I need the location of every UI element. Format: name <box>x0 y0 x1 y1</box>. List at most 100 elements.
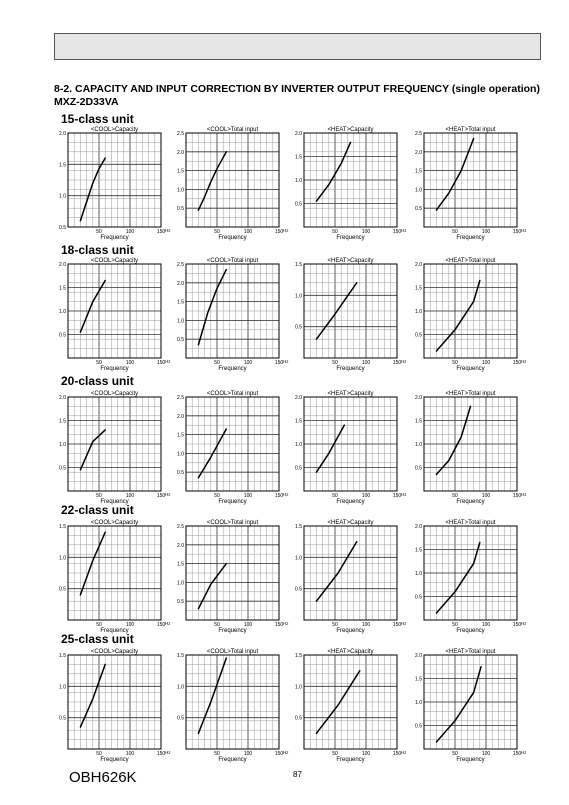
model-name: MXZ-2D33VA <box>54 96 119 108</box>
y-tick-label: 0.5 <box>59 716 66 722</box>
y-tick-label: 1.5 <box>295 653 302 659</box>
y-tick-label: 1.0 <box>177 451 184 457</box>
series-curve <box>197 268 228 346</box>
plot-frame <box>185 263 280 359</box>
series-curve <box>197 428 228 479</box>
x-tick-label: 100 <box>482 360 491 366</box>
y-tick-label: 1.0 <box>59 555 66 561</box>
chart-7: 0.5 1.0 1.5 50 100 150 Hz Frequency <HEAT>Capaci… <box>295 258 407 372</box>
x-tick-label: 150 <box>275 751 284 757</box>
grid <box>68 654 161 749</box>
grid <box>304 132 397 227</box>
chart-title: <COOL>Total input <box>207 520 259 526</box>
plot-frame <box>303 654 398 750</box>
series-curve <box>315 424 346 473</box>
plot-frame <box>67 263 162 359</box>
y-tick-label: 1.0 <box>415 442 422 448</box>
x-axis-label: Frequency <box>336 628 364 634</box>
x-tick-label: 150 <box>157 360 166 366</box>
chart-10: 0.5 1.0 1.5 2.0 2.5 50 100 150 Hz Frequency <COOL>… <box>177 391 289 505</box>
grid <box>304 263 397 358</box>
page-number: 87 <box>293 770 302 779</box>
x-tick-label: 50 <box>96 493 102 499</box>
x-axis-label: Frequency <box>456 628 484 634</box>
x-unit-label: Hz <box>165 492 171 497</box>
grid <box>186 525 279 620</box>
x-tick-label: 50 <box>332 622 338 628</box>
x-tick-label: 50 <box>452 493 458 499</box>
unit-title-15: 15-class unit <box>61 112 134 126</box>
plot-frame <box>185 525 280 621</box>
y-tick-label: 0.5 <box>415 595 422 601</box>
x-axis-label: Frequency <box>456 757 484 763</box>
y-tick-label: 1.5 <box>295 419 302 425</box>
x-unit-label: Hz <box>521 359 527 364</box>
x-tick-label: 50 <box>96 751 102 757</box>
grid <box>186 654 279 749</box>
x-axis-label: Frequency <box>456 499 484 505</box>
grid <box>186 132 279 227</box>
plot-frame <box>423 132 518 228</box>
x-tick-label: 100 <box>126 493 135 499</box>
x-tick-label: 50 <box>214 229 220 235</box>
x-tick-label: 150 <box>275 229 284 235</box>
plot-frame <box>67 396 162 492</box>
chart-title: <HEAT>Total input <box>446 258 496 264</box>
y-tick-label: 0.5 <box>295 587 302 593</box>
y-tick-label: 1.0 <box>177 684 184 690</box>
x-tick-label: 150 <box>513 360 522 366</box>
chart-3: 0.5 1.0 1.5 2.0 50 100 150 Hz Frequency <HEAT>Cap… <box>295 127 407 241</box>
y-tick-label: 0.5 <box>415 466 422 472</box>
y-tick-label: 2.0 <box>415 150 422 156</box>
chart-title: <HEAT>Capacity <box>328 258 374 264</box>
series-curve <box>435 405 472 476</box>
x-tick-label: 150 <box>275 360 284 366</box>
x-tick-label: 100 <box>126 360 135 366</box>
chart-title: <HEAT>Total input <box>446 127 496 133</box>
series-curve <box>79 279 106 333</box>
x-tick-label: 100 <box>244 751 253 757</box>
y-tick-label: 2.0 <box>415 262 422 268</box>
grid <box>304 654 397 749</box>
series-curve <box>79 429 106 471</box>
plot-frame <box>423 396 518 492</box>
y-tick-label: 2.0 <box>295 131 302 137</box>
y-tick-label: 0.5 <box>415 724 422 730</box>
unit-title-20: 20-class unit <box>61 374 134 388</box>
y-tick-label: 0.5 <box>59 225 66 231</box>
y-tick-label: 1.5 <box>177 562 184 568</box>
y-tick-label: 1.0 <box>177 580 184 586</box>
x-tick-label: 100 <box>482 493 491 499</box>
chart-14: 0.5 1.0 1.5 2.0 2.5 50 100 150 Hz Frequency <COOL>… <box>177 520 289 634</box>
x-tick-label: 100 <box>362 360 371 366</box>
x-tick-label: 150 <box>513 493 522 499</box>
y-tick-label: 0.5 <box>295 466 302 472</box>
x-axis-label: Frequency <box>456 366 484 372</box>
x-tick-label: 150 <box>275 622 284 628</box>
y-tick-label: 2.0 <box>59 262 66 268</box>
y-tick-label: 0.5 <box>177 206 184 212</box>
y-tick-label: 1.5 <box>177 653 184 659</box>
grid <box>68 263 161 358</box>
chart-title: <COOL>Total input <box>207 391 259 397</box>
chart-title: <HEAT>Capacity <box>328 520 374 526</box>
y-tick-label: 0.5 <box>295 716 302 722</box>
x-tick-label: 100 <box>244 622 253 628</box>
x-unit-label: Hz <box>521 621 527 626</box>
x-tick-label: 100 <box>362 229 371 235</box>
section-title: 8-2. CAPACITY AND INPUT CORRECTION BY IN… <box>54 83 540 95</box>
y-tick-label: 1.5 <box>415 548 422 554</box>
x-axis-label: Frequency <box>336 757 364 763</box>
plot-frame <box>185 132 280 228</box>
x-unit-label: Hz <box>165 228 171 233</box>
chart-title: <HEAT>Total input <box>446 649 496 655</box>
series-curve <box>435 137 475 211</box>
y-tick-label: 1.5 <box>59 653 66 659</box>
chart-19: 0.5 1.0 1.5 50 100 150 Hz Frequency <HEAT>Capaci… <box>295 649 407 763</box>
series-curve <box>197 657 228 735</box>
x-tick-label: 50 <box>96 229 102 235</box>
x-unit-label: Hz <box>165 621 171 626</box>
x-unit-label: Hz <box>401 492 407 497</box>
y-tick-label: 0.5 <box>177 716 184 722</box>
plot-frame <box>423 525 518 621</box>
